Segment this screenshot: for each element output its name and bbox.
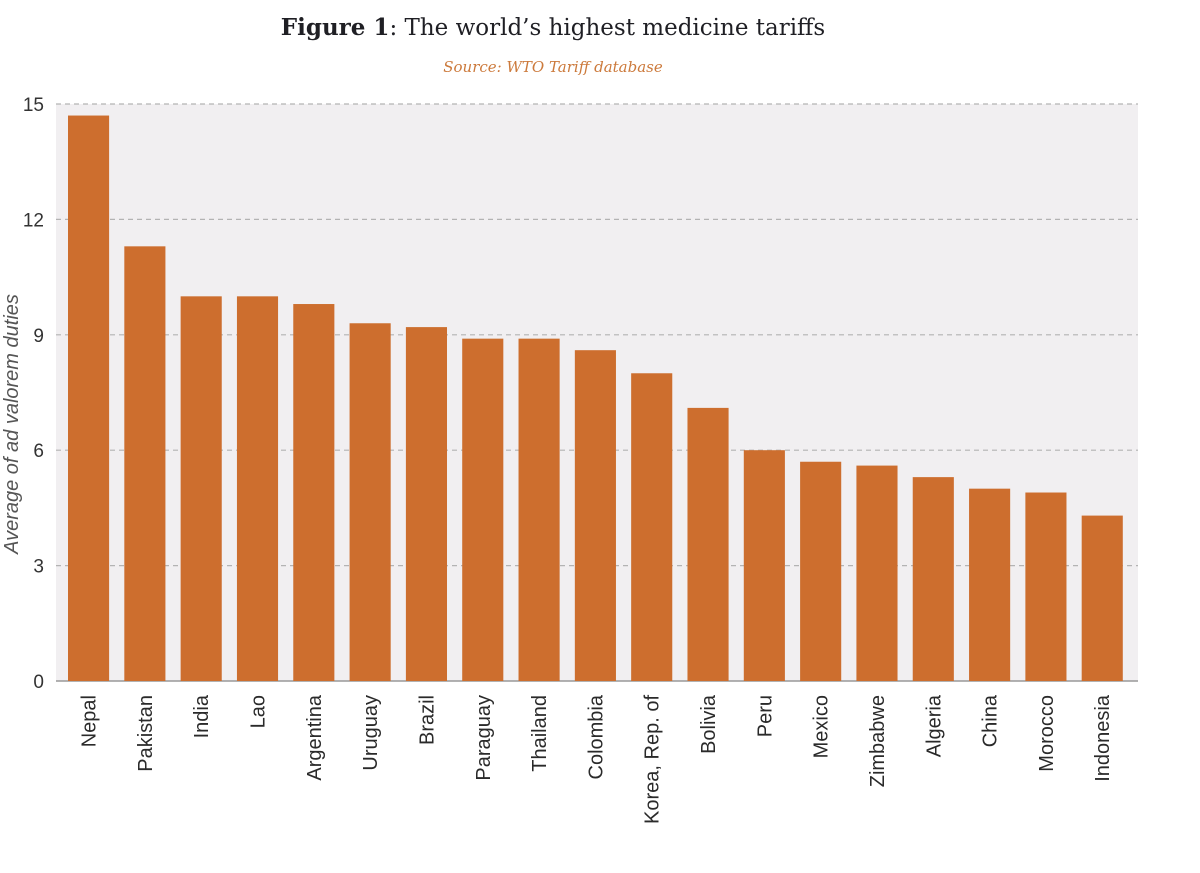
x-tick-label: Colombia (585, 694, 607, 779)
x-tick-label: Nepal (79, 695, 101, 747)
x-tick-label: Thailand (529, 695, 551, 772)
bar (349, 323, 391, 681)
chart-source: Source: WTO Tariff database (443, 58, 663, 76)
x-tick-label: Brazil (416, 695, 438, 745)
x-tick-label: Mexico (811, 695, 833, 758)
bar (631, 373, 673, 681)
y-tick-label: 0 (33, 672, 44, 693)
bar (293, 304, 335, 681)
bar (856, 465, 898, 681)
x-tick-label: Morocco (1036, 695, 1058, 772)
title-text: : The world’s highest medicine tariffs (389, 15, 826, 41)
bar (180, 296, 222, 681)
bar (405, 327, 448, 681)
y-tick-label: 15 (23, 95, 44, 116)
x-tick-label: Korea, Rep. of (642, 695, 664, 824)
bar (574, 350, 616, 681)
y-tick-label: 9 (33, 326, 44, 347)
y-tick-label: 6 (33, 441, 44, 462)
x-tick-label: Bolivia (698, 694, 720, 754)
x-tick-label: Indonesia (1092, 694, 1114, 782)
bar (68, 115, 110, 682)
bar (800, 461, 842, 681)
x-tick-label: India (191, 694, 213, 738)
bar (1025, 492, 1067, 681)
bar (969, 488, 1011, 681)
x-tick-label: Zimbabwe (867, 695, 889, 787)
x-tick-label: Lao (248, 695, 270, 728)
bar (124, 246, 166, 681)
y-tick-labels: 0 3 6 9 12 15 (23, 95, 44, 693)
x-tick-labels: Nepal Pakistan India Lao Argentina Uruguay Bra… (79, 694, 1115, 824)
bar (687, 407, 729, 681)
x-tick-label: Uruguay (360, 695, 382, 771)
y-tick-label: 3 (33, 557, 44, 578)
bar (912, 477, 954, 681)
bar (518, 338, 560, 681)
x-tick-label: Paraguay (473, 695, 495, 781)
figure-label: Figure 1 (280, 14, 390, 41)
chart-title: Figure 1: The world’s highest medicine t… (0, 14, 1106, 41)
bars (68, 115, 1123, 682)
x-tick-label: Algeria (923, 694, 945, 757)
bar (236, 296, 279, 681)
y-tick-label: 12 (23, 210, 44, 231)
bar (462, 338, 504, 681)
x-tick-label: China (980, 694, 1002, 747)
bar (743, 450, 785, 681)
x-tick-label: Peru (754, 695, 776, 737)
y-axis-label: Average of ad valorem duties (1, 294, 23, 555)
bar (1081, 515, 1123, 681)
x-tick-label: Argentina (304, 694, 326, 780)
x-tick-label: Pakistan (135, 695, 157, 772)
